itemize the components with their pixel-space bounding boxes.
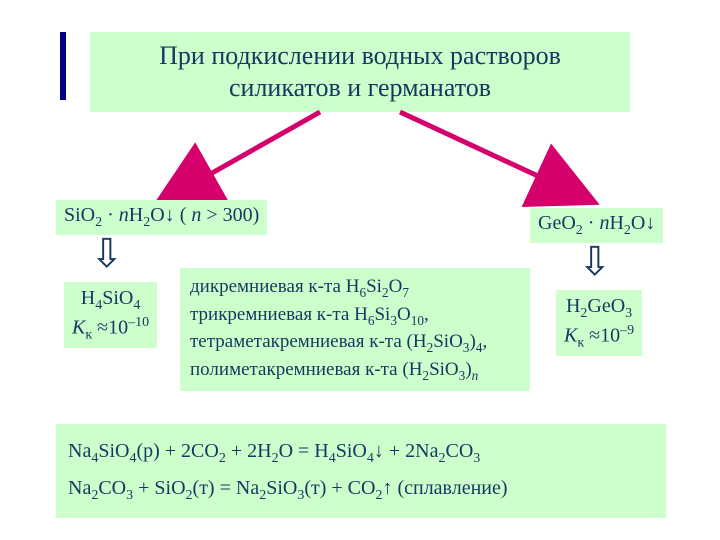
slide-title: При подкислении водных растворов силикат… bbox=[90, 32, 630, 112]
polysilicic-list: дикремниевая к-та H6Si2O7трикремниевая к… bbox=[180, 268, 530, 391]
left-acid-box: H4SiO4Kк ≈10–10 bbox=[64, 282, 157, 348]
arrow-right-icon bbox=[390, 112, 590, 202]
right-hydrate-formula: GeO2 · nH2O↓ bbox=[530, 208, 663, 243]
arrow-left-icon bbox=[170, 112, 350, 202]
accent-bar bbox=[60, 32, 66, 100]
hollow-arrow-right-icon: ⇩ bbox=[578, 242, 612, 282]
hollow-arrow-left-icon: ⇩ bbox=[90, 234, 124, 274]
equation-2: Na2CO3 + SiO2(т) = Na2SiO3(т) + CO2↑ (сп… bbox=[68, 471, 654, 508]
left-hydrate-formula: SiO2 · nH2O↓ ( n > 300) bbox=[56, 200, 267, 235]
right-acid-box: H2GeO3Kк ≈10–9 bbox=[556, 290, 642, 356]
equation-1: Na4SiO4(р) + 2CO2 + 2H2O = H4SiO4↓ + 2Na… bbox=[68, 434, 654, 471]
equations-box: Na4SiO4(р) + 2CO2 + 2H2O = H4SiO4↓ + 2Na… bbox=[56, 424, 666, 518]
